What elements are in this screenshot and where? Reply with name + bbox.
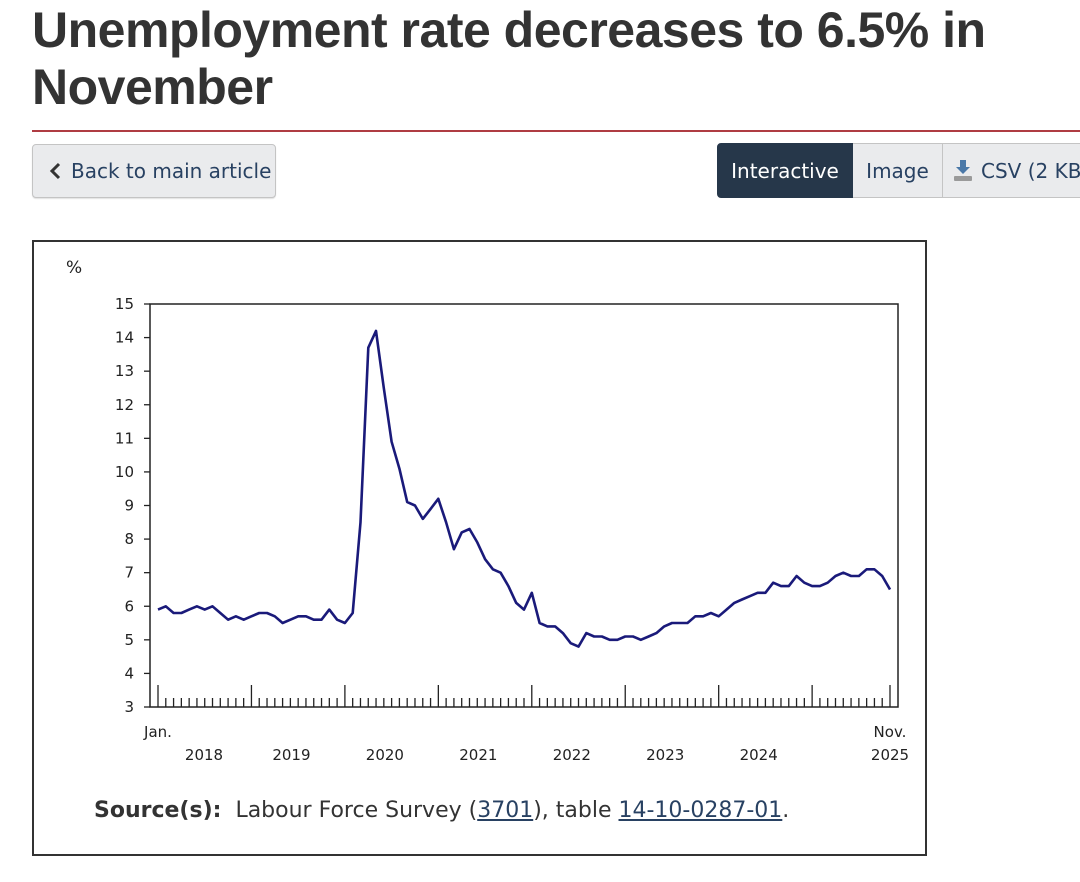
y-tick-label: 6 — [124, 597, 134, 615]
y-tick-label: 4 — [124, 664, 134, 682]
source-note: Source(s): Labour Force Survey (3701), t… — [94, 798, 789, 823]
x-tick-year-label: 2020 — [366, 746, 404, 764]
source-label: Source(s): — [94, 798, 222, 823]
tab-interactive[interactable]: Interactive — [717, 143, 853, 198]
y-tick-label: 5 — [124, 631, 134, 649]
chevron-left-icon — [49, 162, 61, 180]
y-tick-label: 13 — [115, 362, 134, 380]
x-tick-year-label: 2023 — [646, 746, 684, 764]
y-tick-label: 14 — [115, 329, 134, 347]
x-tick-year-label: 2019 — [272, 746, 310, 764]
source-prefix: Labour Force Survey ( — [235, 798, 478, 823]
x-tick-year-label: 2024 — [740, 746, 778, 764]
download-icon — [953, 159, 973, 183]
x-tick-year-label: 2018 — [185, 746, 223, 764]
y-tick-label: 9 — [124, 497, 134, 515]
unemployment-rate-line — [157, 329, 892, 648]
plot-area — [149, 303, 899, 708]
unemployment-line-chart: % 3 4 5 6 7 8 9 10 11 12 13 14 15 Jan. 2018 2019 2020 20… — [66, 258, 909, 764]
back-to-main-article-button[interactable]: Back to main article — [32, 144, 276, 198]
view-toggle-group: Interactive Image CSV (2 KB) — [717, 143, 1080, 198]
page-title: Unemployment rate decreases to 6.5% in N… — [32, 2, 986, 115]
source-suffix: . — [782, 798, 790, 823]
y-tick-label: 11 — [115, 429, 134, 447]
y-tick-label: 7 — [124, 564, 134, 582]
source-middle: ), table — [533, 798, 619, 823]
y-tick-label: 10 — [115, 463, 134, 481]
x-tick-month-label: Nov. — [874, 723, 907, 741]
survey-3701-link[interactable]: 3701 — [477, 798, 534, 823]
table-link[interactable]: 14-10-0287-01 — [618, 798, 783, 823]
y-tick-label: 3 — [124, 698, 134, 716]
y-tick-label: 15 — [115, 295, 134, 313]
series-layer — [157, 329, 892, 648]
y-tick-label: 8 — [124, 530, 134, 548]
x-tick-year-label: 2022 — [553, 746, 591, 764]
x-tick-labels: Jan. 2018 2019 2020 2021 2022 2023 2024 Nov. 2025 — [143, 723, 909, 764]
y-tick-labels: 3 4 5 6 7 8 9 10 11 12 13 14 15 — [115, 295, 134, 716]
y-unit-label: % — [66, 258, 82, 278]
y-tick-label: 12 — [115, 396, 134, 414]
back-button-label: Back to main article — [71, 159, 272, 183]
axis-ticks — [144, 303, 891, 708]
x-tick-year-label: 2025 — [871, 746, 909, 764]
title-divider — [32, 130, 1080, 132]
x-tick-year-label: 2021 — [459, 746, 497, 764]
chart-panel: % 3 4 5 6 7 8 9 10 11 12 13 14 15 Jan. 2018 2019 2020 20… — [32, 240, 927, 856]
csv-tab-label: CSV (2 KB) — [981, 158, 1080, 183]
x-tick-month-label: Jan. — [143, 723, 172, 741]
tab-image[interactable]: Image — [853, 143, 943, 198]
tab-csv-download[interactable]: CSV (2 KB) — [943, 143, 1080, 198]
